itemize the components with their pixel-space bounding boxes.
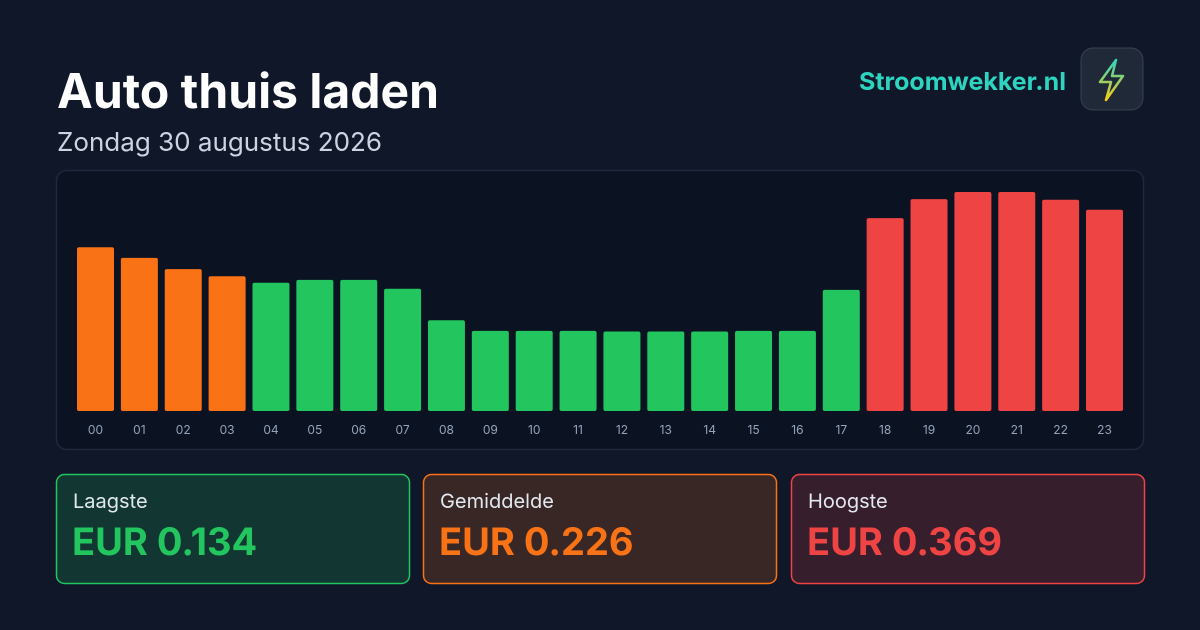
x-tick-label: 14 [703, 422, 716, 437]
x-tick-label: 16 [791, 422, 803, 437]
card-box [55, 473, 411, 585]
bar [515, 330, 553, 411]
card-label: Laagste [73, 489, 148, 513]
logo-bolt [1098, 58, 1125, 102]
bar [208, 276, 246, 411]
summary-cards: Laagste EUR 0.134 Gemiddelde EUR 0.226 Hoogs… [55, 473, 1146, 585]
x-tick-label: 00 [88, 422, 103, 437]
bar [647, 331, 685, 411]
bar [910, 199, 948, 411]
card-box [790, 473, 1146, 585]
card-value: EUR 0.369 [807, 519, 1002, 565]
bar [427, 320, 465, 411]
subtitle: Zondag 30 augustus 2026 [57, 127, 382, 158]
x-tick-label: 21 [1011, 422, 1023, 437]
card-box [422, 473, 778, 585]
summary-card: Hoogste EUR 0.369 [790, 473, 1146, 585]
bar [691, 331, 729, 411]
x-tick-label: 08 [439, 422, 454, 437]
bar [164, 269, 202, 411]
bar [822, 289, 860, 411]
bar [559, 330, 597, 411]
bar [296, 279, 334, 411]
bar [77, 247, 114, 411]
x-tick-label: 22 [1053, 422, 1068, 437]
bar [1086, 209, 1123, 411]
bar [384, 288, 422, 411]
x-tick-label: 10 [528, 422, 540, 437]
bar [340, 279, 378, 411]
x-tick-label: 01 [133, 422, 145, 437]
bar [998, 192, 1036, 411]
x-tick-label: 12 [616, 422, 628, 437]
x-tick-label: 04 [263, 422, 279, 437]
summary-card: Laagste EUR 0.134 [55, 473, 411, 585]
bar [120, 257, 158, 411]
x-tick-label: 02 [176, 422, 191, 437]
x-tick-label: 19 [923, 422, 935, 437]
x-tick-label: 18 [879, 422, 891, 437]
card-label: Gemiddelde [440, 489, 554, 513]
bar [1042, 199, 1080, 411]
x-tick-label: 06 [351, 422, 366, 437]
card-value: EUR 0.134 [72, 519, 257, 565]
bar [252, 282, 290, 411]
x-tick-label: 15 [747, 422, 759, 437]
x-tick-label: 11 [573, 422, 583, 437]
bars: 00 01 02 03 04 05 06 07 08 09 10 11 12 13 14 15 16 17 18 19… [77, 192, 1123, 437]
bar [778, 330, 816, 411]
x-tick-label: 09 [483, 422, 498, 437]
x-tick-label: 07 [396, 422, 410, 437]
summary-card: Gemiddelde EUR 0.226 [422, 473, 778, 585]
bar [603, 331, 641, 411]
x-tick-label: 03 [220, 422, 235, 437]
x-tick-label: 05 [307, 422, 322, 437]
x-tick-label: 20 [965, 422, 980, 437]
bar [471, 330, 509, 411]
card-value: EUR 0.226 [439, 519, 634, 565]
title: Auto thuis laden [57, 61, 439, 120]
logo-box [1080, 47, 1144, 111]
card-label: Hoogste [808, 489, 888, 513]
bar [735, 330, 773, 411]
x-tick-label: 17 [835, 422, 847, 437]
x-tick-label: 23 [1097, 422, 1112, 437]
bar [866, 218, 904, 411]
brand: Stroomwekker.nl [859, 67, 1066, 97]
x-tick-label: 13 [660, 422, 672, 437]
bar [954, 192, 992, 411]
